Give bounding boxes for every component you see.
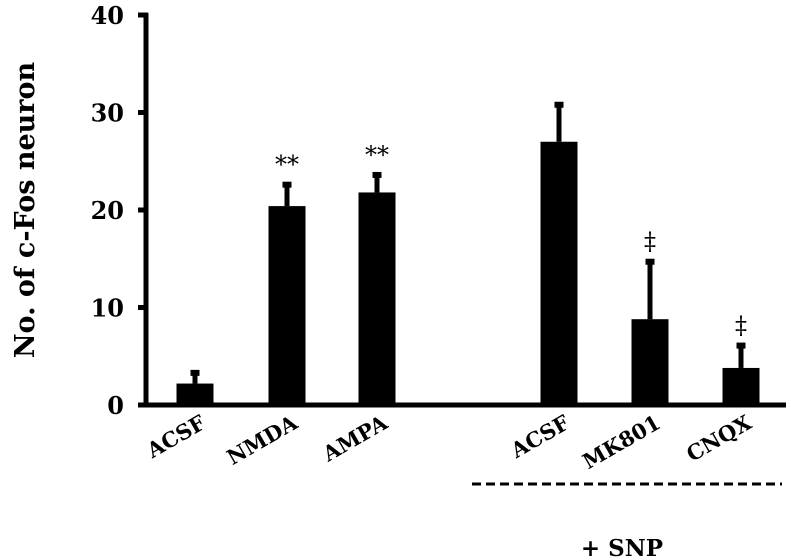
significance-marker: ‡ bbox=[735, 312, 747, 340]
x-tick-label: CNQX bbox=[682, 409, 756, 466]
bar bbox=[540, 141, 578, 405]
y-tick-label: 0 bbox=[107, 391, 124, 420]
error-bar-cap bbox=[736, 342, 746, 349]
y-tick-label: 40 bbox=[91, 1, 124, 30]
error-bar-cap bbox=[372, 171, 382, 178]
significance-marker: ‡ bbox=[644, 228, 656, 256]
y-tick-label: 20 bbox=[91, 196, 124, 225]
significance-marker: ** bbox=[365, 141, 389, 169]
x-tick-label: ACSF bbox=[141, 410, 209, 464]
bar bbox=[176, 383, 214, 405]
error-bar-cap bbox=[190, 369, 200, 376]
error-bar-cap bbox=[645, 258, 655, 265]
error-bar-cap bbox=[554, 101, 564, 108]
group-label: + SNP bbox=[581, 535, 663, 560]
bar bbox=[631, 319, 669, 405]
significance-marker: ** bbox=[275, 151, 299, 179]
x-tick-label: AMPA bbox=[317, 409, 392, 467]
bar bbox=[722, 367, 760, 405]
error-bar-cap bbox=[282, 181, 292, 188]
x-tick-label: ACSF bbox=[505, 410, 573, 464]
x-tick-label: MK801 bbox=[578, 410, 664, 474]
y-tick-label: 10 bbox=[91, 294, 124, 323]
bar bbox=[268, 206, 306, 405]
y-axis-label: No. of c-Fos neuron bbox=[10, 61, 41, 358]
bar bbox=[358, 192, 396, 405]
x-tick-label: NMDA bbox=[222, 409, 302, 469]
y-tick-label: 30 bbox=[91, 99, 124, 128]
